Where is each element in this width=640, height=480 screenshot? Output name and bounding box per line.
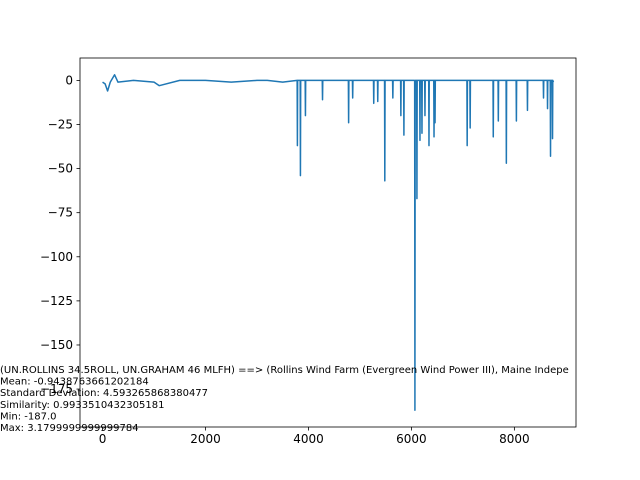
annotation: Min: -187.0 bbox=[0, 411, 57, 422]
annotation: Standard Deviation: 4.593265868380477 bbox=[0, 388, 208, 399]
y-tick-label: −125 bbox=[40, 294, 73, 308]
annotation: Mean: -0.9438763661202184 bbox=[0, 377, 149, 388]
y-tick-label: −175 bbox=[40, 382, 73, 396]
y-tick-label: −100 bbox=[40, 250, 73, 264]
x-tick-label: 0 bbox=[99, 432, 107, 446]
y-tick-label: −50 bbox=[48, 162, 73, 176]
x-tick-label: 4000 bbox=[293, 432, 324, 446]
annotation: (UN.ROLLINS 34.5ROLL, UN.GRAHAM 46 MLFH)… bbox=[0, 365, 569, 376]
annotation: Similarity: 0.9933510432305181 bbox=[0, 400, 164, 411]
x-tick-label: 2000 bbox=[190, 432, 221, 446]
annotation: Max: 3.1799999999999784 bbox=[0, 423, 139, 434]
y-tick-label: −25 bbox=[48, 117, 73, 131]
y-tick-label: −150 bbox=[40, 338, 73, 352]
x-tick-label: 8000 bbox=[499, 432, 530, 446]
plot-frame bbox=[79, 57, 577, 428]
y-tick-label: 0 bbox=[65, 73, 73, 87]
data-line bbox=[102, 74, 555, 411]
x-tick-label: 6000 bbox=[396, 432, 427, 446]
y-tick-label: −75 bbox=[48, 206, 73, 220]
